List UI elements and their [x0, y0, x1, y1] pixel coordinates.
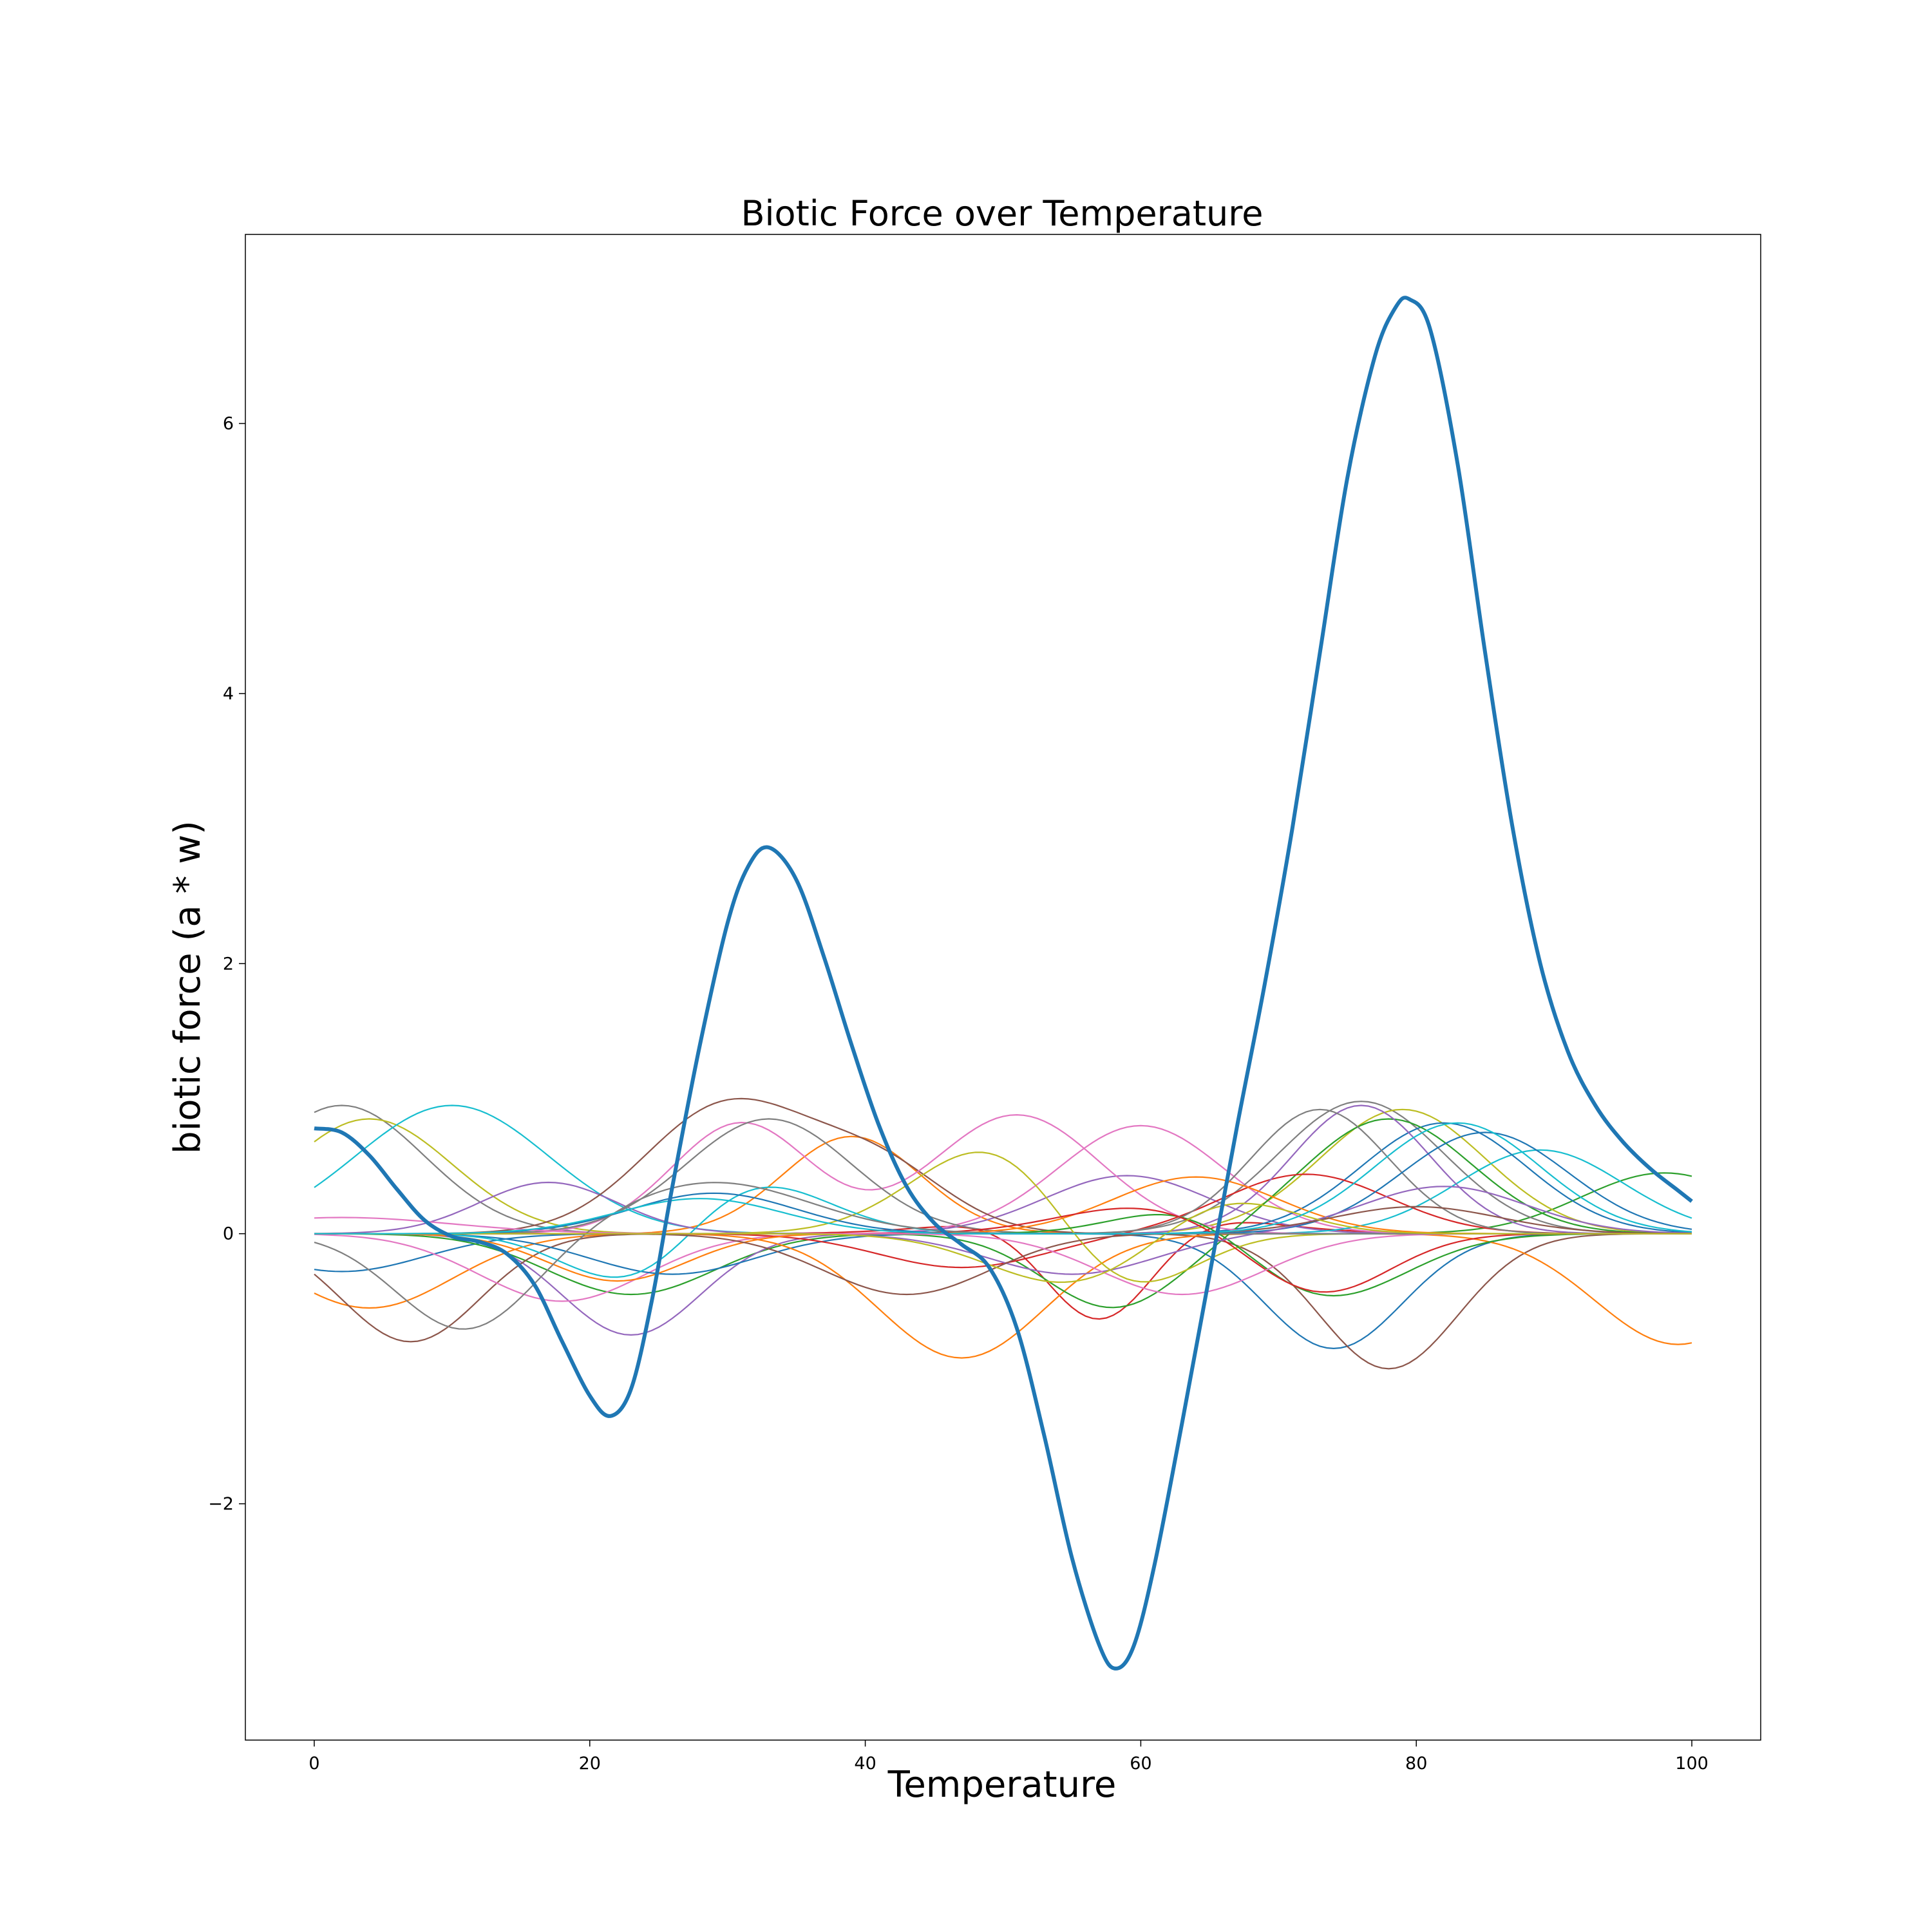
y-axis-ticks: −2 0 2 4 6: [208, 414, 245, 1514]
species-line-13: [314, 1118, 1692, 1309]
x-tick-label: 100: [1675, 1754, 1709, 1774]
species-line-30: [314, 1122, 1692, 1235]
species-line-7: [314, 1124, 1692, 1302]
species-line-26: [314, 1206, 1692, 1296]
species-line-27: [314, 1217, 1692, 1296]
species-line-29: [314, 1202, 1692, 1283]
plot-area: [245, 234, 1761, 1741]
x-tick-label: 0: [308, 1754, 319, 1774]
y-axis-label: biotic force (a * w): [167, 820, 209, 1154]
y-tick-label: 2: [223, 954, 234, 974]
species-line-2: [314, 1135, 1692, 1309]
plot-frame: [245, 234, 1761, 1741]
y-tick-label: 6: [223, 414, 234, 434]
species-line-28: [314, 1182, 1692, 1330]
x-axis-ticks: 0 20 40 60 80 100: [308, 1740, 1709, 1774]
series-layer: [314, 296, 1693, 1671]
x-tick-label: 60: [1130, 1754, 1151, 1774]
x-tick-label: 20: [579, 1754, 601, 1774]
species-line-21: [314, 1132, 1692, 1235]
x-axis-label: Temperature: [887, 1764, 1117, 1806]
x-tick-label: 40: [854, 1754, 876, 1774]
x-tick-label: 80: [1405, 1754, 1427, 1774]
y-tick-label: 0: [223, 1224, 234, 1244]
species-line-5: [314, 1175, 1692, 1336]
y-tick-label: −2: [208, 1494, 234, 1514]
y-tick-label: 4: [223, 684, 234, 704]
total-force-line: [314, 296, 1693, 1671]
chart-title: Biotic Force over Temperature: [741, 193, 1263, 234]
